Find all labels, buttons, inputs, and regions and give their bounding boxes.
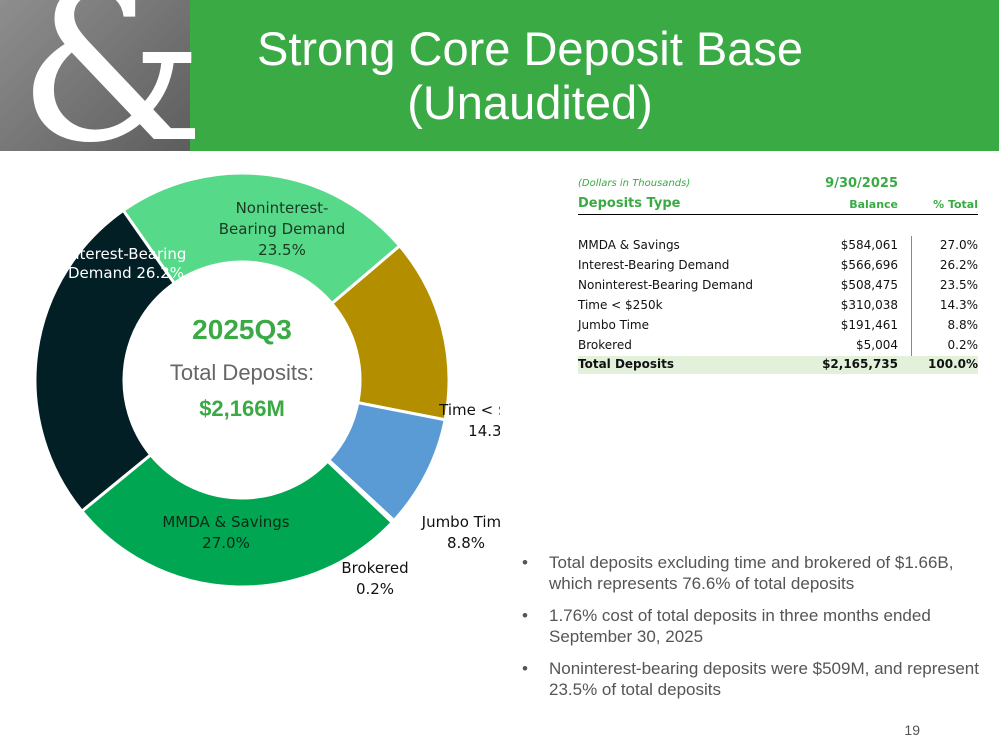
slice-value-label: 14.3% xyxy=(468,422,500,440)
slice-mmda-savings xyxy=(79,452,395,589)
table-header-row: Deposits Type Balance % Total xyxy=(578,196,978,215)
slice-name-label: Bearing Demand xyxy=(219,220,345,238)
center-total-label: Total Deposits: xyxy=(170,360,314,385)
center-quarter: 2025Q3 xyxy=(192,314,292,345)
slice-label: MMDA & Savings 27.0% xyxy=(162,513,289,552)
row-balance: $5,004 xyxy=(856,338,898,352)
row-type: Brokered xyxy=(578,338,632,352)
list-item: • 1.76% cost of total deposits in three … xyxy=(522,605,992,647)
title-line-1: Strong Core Deposit Base xyxy=(256,22,803,75)
table-body: MMDA & Savings $584,061 27.0% Interest-B… xyxy=(578,236,978,356)
slice-label: Jumbo Time 8.8% xyxy=(421,513,500,552)
slice-interest-bearing-demand xyxy=(33,208,177,514)
table-total-row: Total Deposits $2,165,735 100.0% xyxy=(578,356,978,374)
slice-name-label: MMDA & Savings xyxy=(162,513,289,531)
bullet-marker: • xyxy=(522,659,528,678)
table-row: Brokered $5,004 0.2% xyxy=(578,336,978,356)
slice-name-label: Time < $250k xyxy=(438,401,500,419)
slice-name-label: Interest-Bearing xyxy=(66,245,187,263)
row-type: Interest-Bearing Demand xyxy=(578,258,730,272)
header-balance: Balance xyxy=(849,198,898,211)
title-line-2: (Unaudited) xyxy=(407,76,653,129)
table-units-note: (Dollars in Thousands) xyxy=(578,178,691,189)
row-pct: 26.2% xyxy=(939,258,978,272)
deposit-donut-chart: Noninterest- Bearing Demand 23.5% Time < $2… xyxy=(33,171,500,598)
slice-value-label: 8.8% xyxy=(447,534,485,552)
slice-value-label: 23.5% xyxy=(258,241,306,259)
table-row: Jumbo Time $191,461 8.8% xyxy=(578,316,978,336)
row-type: Noninterest-Bearing Demand xyxy=(578,278,754,292)
total-pct: 100.0% xyxy=(928,357,978,371)
key-points-list: • Total deposits excluding time and brok… xyxy=(522,552,992,711)
row-balance: $584,061 xyxy=(840,238,898,252)
slice-noninterest-bearing-demand xyxy=(121,171,402,306)
slide-header: & Strong Core Deposit Base (Unaudited) xyxy=(0,0,999,151)
logo: & xyxy=(0,0,205,151)
row-type: Time < $250k xyxy=(578,298,663,312)
slice-value-label: 27.0% xyxy=(202,534,250,552)
row-pct: 27.0% xyxy=(939,238,978,252)
bullet-text: Noninterest-bearing deposits were $509M,… xyxy=(549,659,979,699)
slice-label: Noninterest- Bearing Demand 23.5% xyxy=(219,199,345,259)
slide-title: Strong Core Deposit Base (Unaudited) xyxy=(190,22,870,130)
bullet-text: Total deposits excluding time and broker… xyxy=(549,553,954,593)
slice-name-label: Demand 26.2% xyxy=(68,264,184,282)
slice-label: Interest-Bearing Demand 26.2% xyxy=(66,245,187,282)
list-item: • Noninterest-bearing deposits were $509… xyxy=(522,658,992,700)
table-row: Interest-Bearing Demand $566,696 26.2% xyxy=(578,256,978,276)
ampersand-logo-icon: & xyxy=(18,0,205,151)
row-balance: $508,475 xyxy=(840,278,898,292)
row-type: Jumbo Time xyxy=(578,318,649,332)
total-balance: $2,165,735 xyxy=(822,357,898,371)
row-pct: 14.3% xyxy=(939,298,978,312)
table-row: MMDA & Savings $584,061 27.0% xyxy=(578,236,978,256)
slice-name-label: Noninterest- xyxy=(236,199,329,217)
slice-value-label: 0.2% xyxy=(356,580,394,598)
slice-name-label: Brokered xyxy=(341,559,408,577)
row-balance: $566,696 xyxy=(840,258,898,272)
row-type: MMDA & Savings xyxy=(578,238,680,252)
total-type: Total Deposits xyxy=(578,357,675,371)
table-date: 9/30/2025 xyxy=(825,176,898,191)
row-pct: 23.5% xyxy=(939,278,978,292)
slice-name-label: Jumbo Time xyxy=(421,513,500,531)
column-divider xyxy=(911,236,912,356)
bullet-text: 1.76% cost of total deposits in three mo… xyxy=(549,606,931,646)
bullet-marker: • xyxy=(522,606,528,625)
bullet-marker: • xyxy=(522,553,528,572)
row-pct: 0.2% xyxy=(947,338,979,352)
table-row: Noninterest-Bearing Demand $508,475 23.5… xyxy=(578,276,978,296)
list-item: • Total deposits excluding time and brok… xyxy=(522,552,992,594)
header-pct-total: % Total xyxy=(933,198,978,211)
center-total-value: $2,166M xyxy=(199,396,285,421)
slice-label: Brokered 0.2% xyxy=(341,559,408,598)
header-deposits-type: Deposits Type xyxy=(578,196,681,211)
page-number: 19 xyxy=(904,722,920,738)
row-balance: $191,461 xyxy=(840,318,898,332)
row-pct: 8.8% xyxy=(947,318,979,332)
row-balance: $310,038 xyxy=(840,298,898,312)
slice-label: Time < $250k 14.3% xyxy=(438,401,500,440)
table-row: Time < $250k $310,038 14.3% xyxy=(578,296,978,316)
